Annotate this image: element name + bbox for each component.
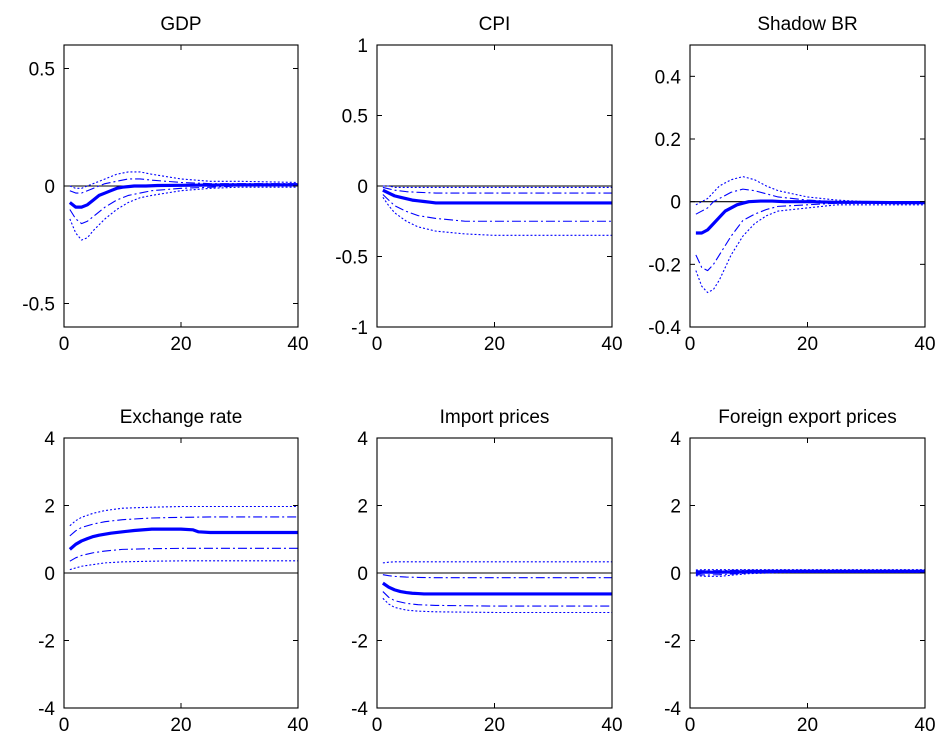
y-tick-label: 0.4 <box>655 67 682 88</box>
series-band-68-upper <box>695 188 925 215</box>
series-band-90-upper <box>382 561 612 564</box>
x-tick-label: 40 <box>601 334 622 355</box>
x-tick-label: 0 <box>685 715 696 736</box>
series-group <box>695 569 925 577</box>
series-band-90-upper <box>382 185 612 188</box>
series-band-68-lower <box>69 185 298 225</box>
y-tick-label: -4 <box>38 699 55 720</box>
series-band-90-lower <box>69 186 298 241</box>
y-tick-label: 1 <box>357 36 368 57</box>
series-band-90-lower <box>69 560 298 571</box>
x-tick-label: 40 <box>287 715 308 736</box>
series-group <box>382 185 612 236</box>
series-median <box>68 183 298 209</box>
y-tick-label: 0.5 <box>342 107 368 128</box>
x-tick-label: 20 <box>484 715 505 736</box>
x-tick-label: 40 <box>914 715 935 736</box>
y-tick-label: 4 <box>357 429 368 450</box>
series-band-68-lower <box>382 591 612 607</box>
series-group <box>381 561 612 614</box>
series-median <box>68 527 298 551</box>
series-band-68-upper <box>69 178 298 194</box>
x-tick-label: 40 <box>914 334 935 355</box>
y-tick-label: -2 <box>351 632 368 653</box>
x-tick-label: 20 <box>484 334 505 355</box>
series-band-90-lower <box>695 204 925 294</box>
x-tick-label: 0 <box>372 334 383 355</box>
series-band-68-upper <box>69 516 298 537</box>
x-tick-label: 0 <box>372 715 383 736</box>
y-tick-label: 0 <box>44 564 55 585</box>
panel-title: Exchange rate <box>120 407 243 428</box>
y-tick-label: 2 <box>670 497 681 518</box>
x-tick-label: 0 <box>685 334 696 355</box>
panel-title: Foreign export prices <box>718 407 896 428</box>
y-tick-label: -4 <box>351 699 368 720</box>
panel-title: GDP <box>160 14 201 35</box>
series-band-68-lower <box>695 202 925 272</box>
series-band-68-upper <box>695 569 925 572</box>
y-tick-label: 0 <box>357 177 368 198</box>
x-tick-label: 40 <box>287 334 308 355</box>
series-median <box>695 569 925 575</box>
axes-frame <box>689 44 926 328</box>
series-band-90-lower <box>382 196 612 236</box>
x-tick-label: 20 <box>170 715 191 736</box>
y-tick-label: -0.2 <box>648 255 681 276</box>
series-group <box>68 505 298 571</box>
series-band-90-upper <box>69 505 298 527</box>
y-tick-label: 4 <box>44 429 55 450</box>
x-tick-label: 20 <box>170 334 191 355</box>
y-tick-label: -2 <box>38 632 55 653</box>
x-tick-label: 0 <box>59 715 70 736</box>
x-tick-label: 20 <box>797 715 818 736</box>
y-tick-label: 0.5 <box>29 60 55 81</box>
x-tick-label: 0 <box>59 334 70 355</box>
panel-title: Shadow BR <box>757 14 857 35</box>
x-tick-label: 40 <box>601 715 622 736</box>
series-band-90-lower <box>382 597 612 614</box>
series-band-68-lower <box>695 571 925 576</box>
y-tick-label: -0.5 <box>22 295 55 316</box>
y-tick-label: -4 <box>664 699 681 720</box>
series-median <box>382 188 612 205</box>
y-tick-label: 0 <box>44 177 55 198</box>
series-group <box>68 171 298 241</box>
y-tick-label: 4 <box>670 429 681 450</box>
series-band-90-upper <box>69 171 298 189</box>
y-tick-label: -1 <box>351 318 368 339</box>
series-median <box>695 199 925 235</box>
y-tick-label: -0.5 <box>335 248 368 269</box>
y-tick-label: 2 <box>44 497 55 518</box>
x-tick-label: 20 <box>797 334 818 355</box>
y-tick-label: 2 <box>357 497 368 518</box>
y-tick-label: -0.4 <box>648 318 681 339</box>
series-band-68-upper <box>382 186 612 194</box>
panel-title: Import prices <box>440 407 550 428</box>
series-band-68-lower <box>69 547 298 562</box>
series-band-90-upper <box>695 176 925 206</box>
y-tick-label: 0 <box>670 193 681 214</box>
y-tick-label: 0 <box>670 564 681 585</box>
y-tick-label: -2 <box>664 632 681 653</box>
series-band-68-lower <box>382 194 612 222</box>
series-median <box>381 581 612 596</box>
series-group <box>695 176 925 294</box>
series-band-90-lower <box>695 571 925 577</box>
y-tick-label: 0.2 <box>655 130 681 151</box>
y-tick-label: 0 <box>357 564 368 585</box>
series-band-68-upper <box>382 574 612 579</box>
panel-2: Shadow BR0.40.20-0.2-0.40 20 40 <box>648 14 935 355</box>
panel-title: CPI <box>479 14 511 35</box>
